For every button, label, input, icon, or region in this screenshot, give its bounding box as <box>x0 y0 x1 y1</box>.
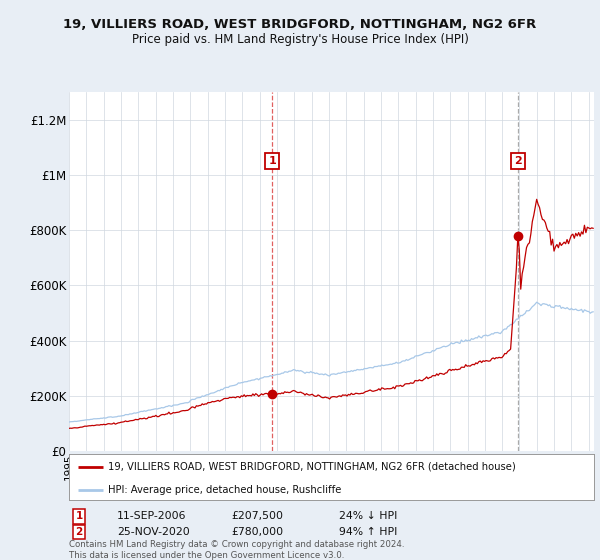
Text: 2: 2 <box>514 156 522 166</box>
Text: £780,000: £780,000 <box>231 527 283 537</box>
Text: 1: 1 <box>268 156 276 166</box>
Text: 1: 1 <box>76 511 83 521</box>
Text: Price paid vs. HM Land Registry's House Price Index (HPI): Price paid vs. HM Land Registry's House … <box>131 32 469 46</box>
Text: 19, VILLIERS ROAD, WEST BRIDGFORD, NOTTINGHAM, NG2 6FR: 19, VILLIERS ROAD, WEST BRIDGFORD, NOTTI… <box>64 17 536 31</box>
Text: £207,500: £207,500 <box>231 511 283 521</box>
Text: 25-NOV-2020: 25-NOV-2020 <box>117 527 190 537</box>
Text: 2: 2 <box>76 527 83 537</box>
Text: 24% ↓ HPI: 24% ↓ HPI <box>339 511 397 521</box>
Text: 19, VILLIERS ROAD, WEST BRIDGFORD, NOTTINGHAM, NG2 6FR (detached house): 19, VILLIERS ROAD, WEST BRIDGFORD, NOTTI… <box>109 461 516 472</box>
Text: 94% ↑ HPI: 94% ↑ HPI <box>339 527 397 537</box>
Text: 11-SEP-2006: 11-SEP-2006 <box>117 511 187 521</box>
Text: HPI: Average price, detached house, Rushcliffe: HPI: Average price, detached house, Rush… <box>109 485 342 495</box>
Text: Contains HM Land Registry data © Crown copyright and database right 2024.
This d: Contains HM Land Registry data © Crown c… <box>69 540 404 559</box>
